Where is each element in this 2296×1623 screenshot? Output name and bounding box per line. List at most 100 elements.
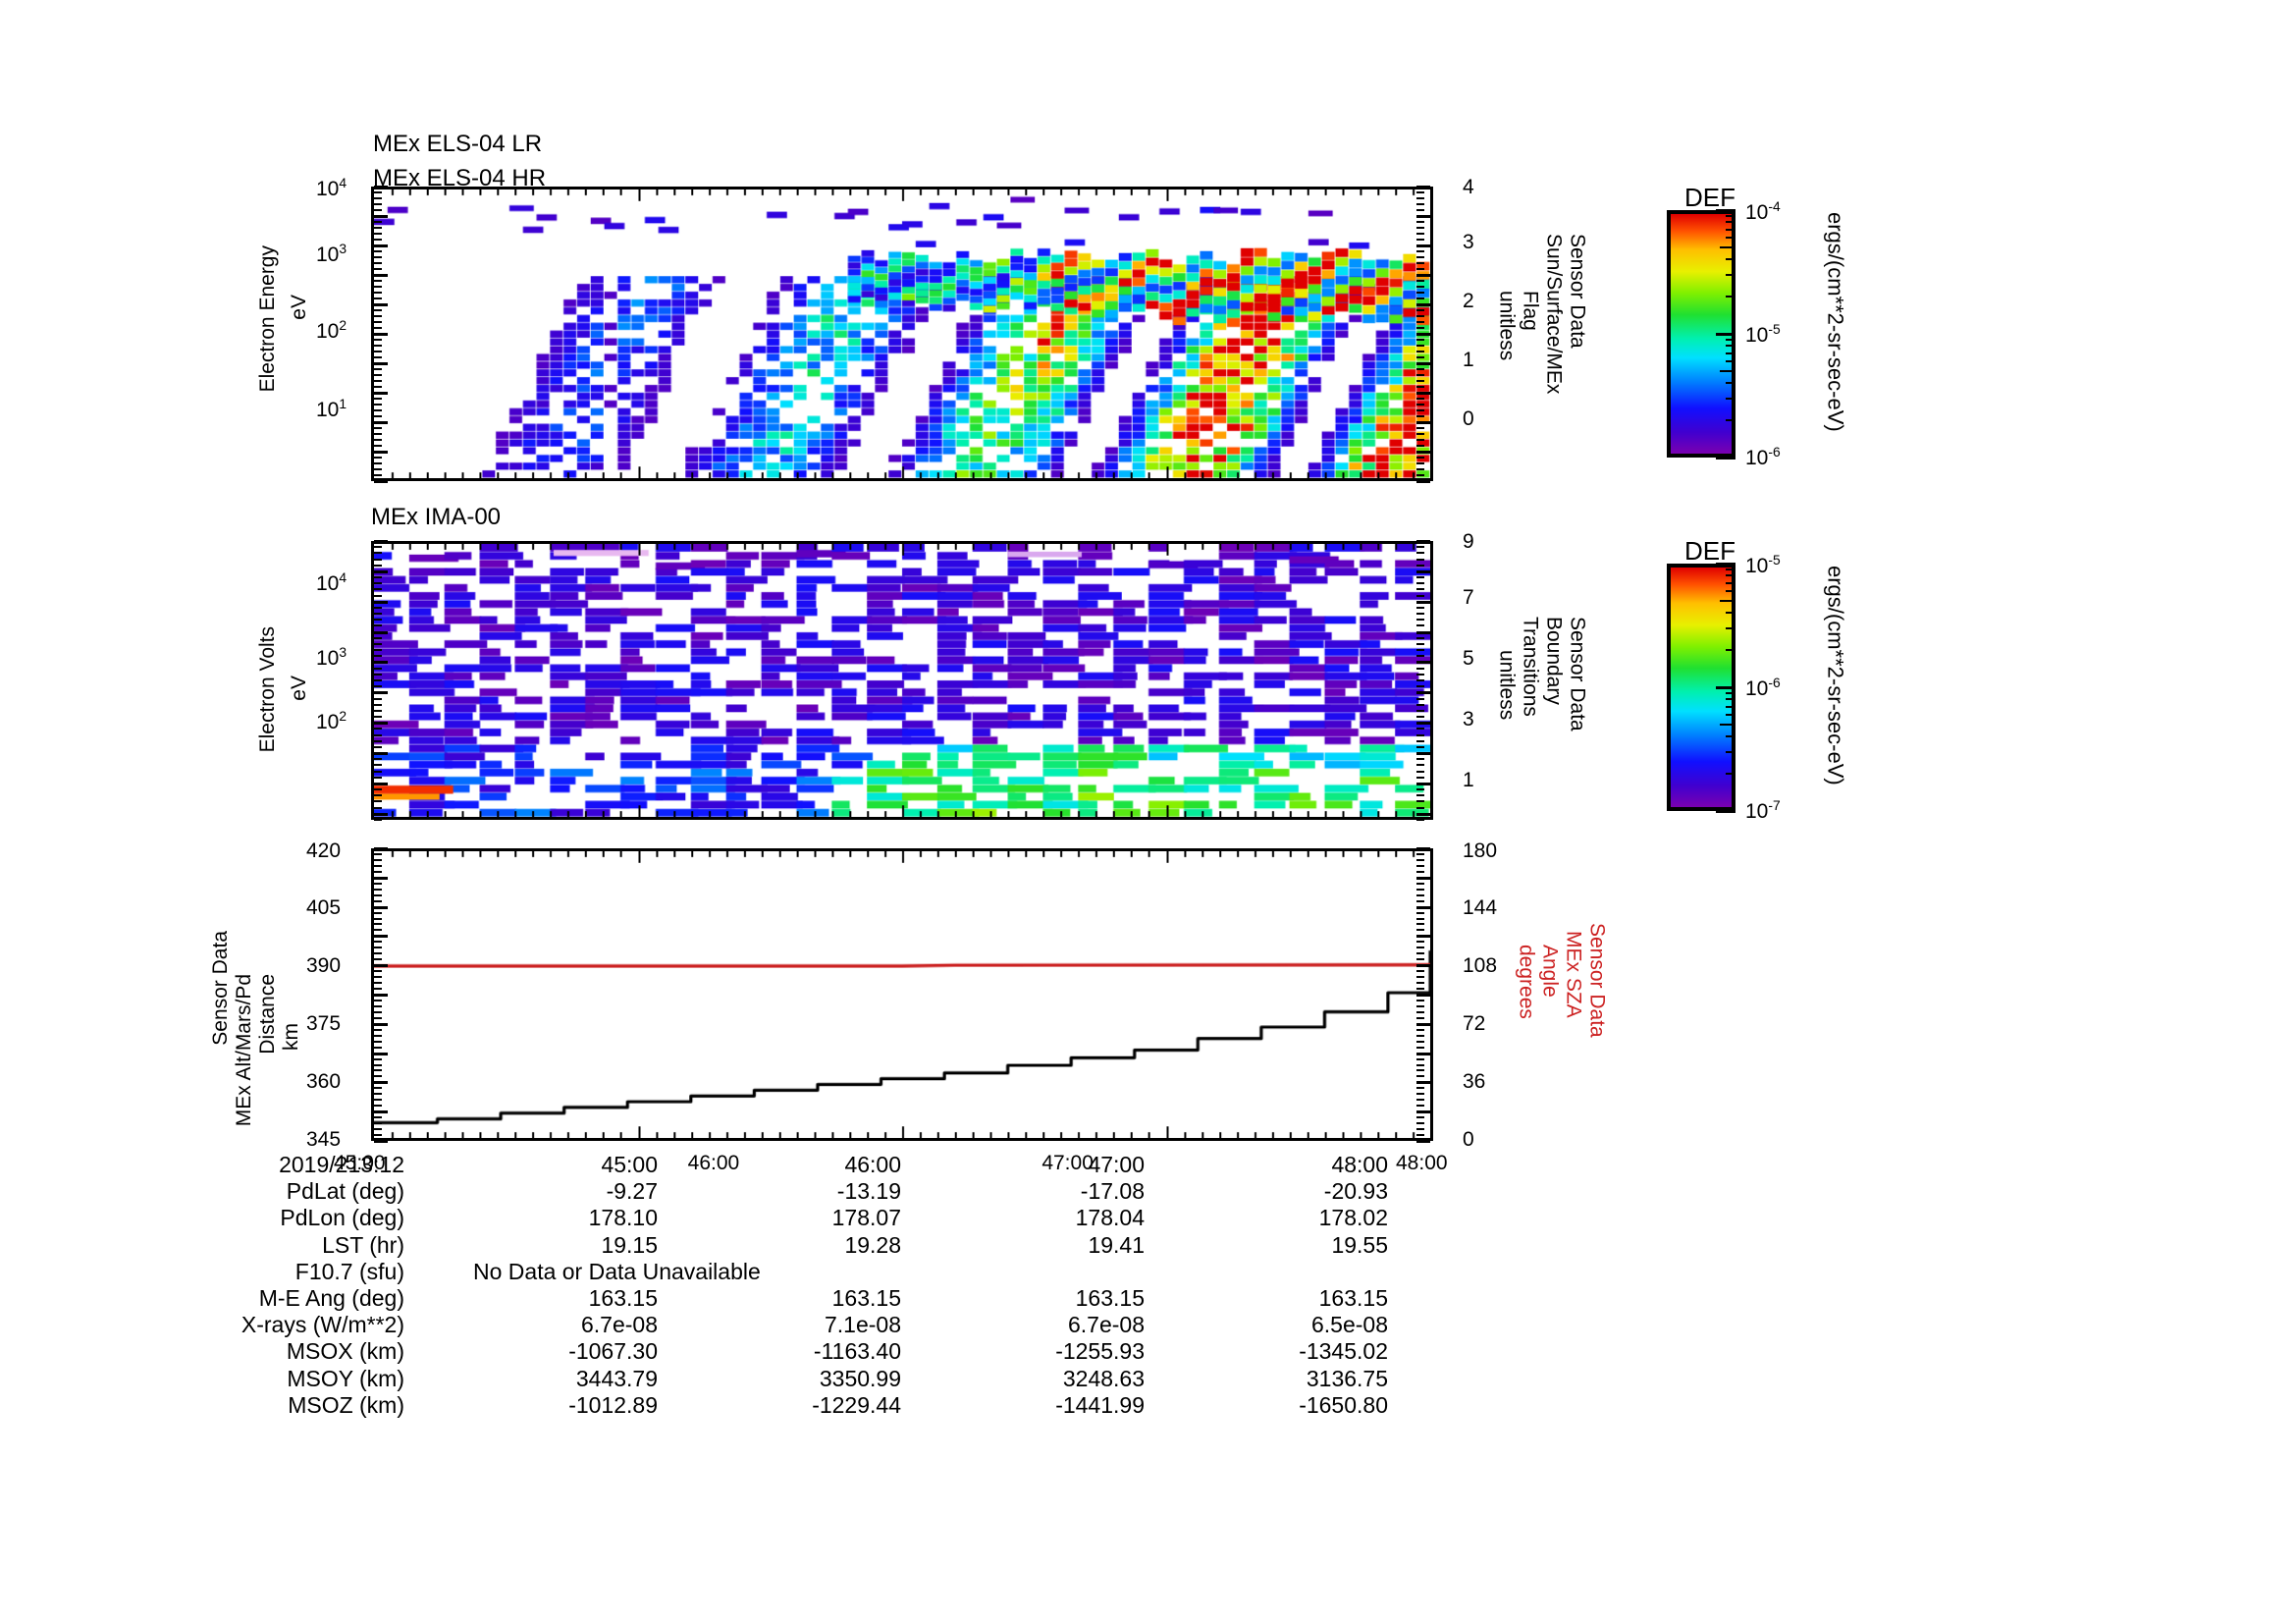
axis-tick (1416, 935, 1430, 939)
table-cell: -1255.93 (1055, 1338, 1145, 1365)
table-row-label: M-E Ang (deg) (258, 1285, 404, 1312)
axis-tick (1416, 1128, 1424, 1131)
axis-tick (1416, 221, 1424, 223)
axis-tick (374, 582, 382, 585)
table-cell: 6.7e-08 (580, 1312, 658, 1338)
panel3-rtick-144: 144 (1463, 896, 1498, 919)
axis-tick (374, 794, 382, 797)
axis-tick (374, 1063, 382, 1066)
axis-tick (374, 982, 382, 985)
table-cell: 19.28 (844, 1231, 901, 1258)
panel2-right-label-1: Sensor Data (1566, 617, 1589, 731)
axis-tick (1416, 667, 1424, 670)
panel2-ytick-3: 103 (316, 644, 347, 670)
panel1-plot (371, 187, 1433, 481)
table-cell: 3443.79 (575, 1365, 658, 1391)
axis-tick (374, 929, 382, 932)
table-cell: -1012.89 (568, 1391, 658, 1418)
colorbar-2-top-label: 10-5 (1745, 552, 1781, 577)
axis-tick (1416, 339, 1424, 341)
table-cell: 163.15 (1318, 1285, 1388, 1312)
axis-tick (1416, 624, 1424, 627)
axis-tick (374, 1081, 388, 1085)
axis-tick (1416, 327, 1424, 329)
panel1-rtick-4: 4 (1463, 176, 1474, 198)
axis-tick (1416, 191, 1424, 193)
panel1-right-label-4: unitless (1495, 291, 1519, 361)
panel3-ltick-345: 345 (306, 1128, 342, 1151)
table-cell: 3136.75 (1306, 1365, 1388, 1391)
axis-tick (1416, 262, 1424, 264)
axis-tick (374, 221, 382, 223)
axis-tick (374, 964, 388, 968)
panel1-right-label-2: Sun/Surface/MEx (1542, 234, 1566, 395)
table-cell: 178.07 (831, 1205, 901, 1231)
panel1-ytick-1: 101 (316, 396, 347, 421)
axis-tick (1416, 642, 1424, 645)
table-row: MSOZ (km) -1012.89 -1229.44 -1441.99 -1650.8… (183, 1392, 1388, 1419)
panel2-ytick-4: 104 (316, 569, 347, 595)
axis-tick (374, 1075, 382, 1078)
axis-tick (374, 917, 382, 920)
axis-tick (374, 386, 382, 388)
table-cell: -1650.80 (1299, 1391, 1388, 1418)
axis-tick (1416, 929, 1424, 932)
axis-tick (374, 911, 382, 914)
axis-tick (374, 558, 382, 561)
table-cell: 47:00 (1088, 1152, 1145, 1177)
axis-tick (1416, 1075, 1424, 1078)
axis-tick (374, 262, 382, 264)
panel3-rtick-72: 72 (1463, 1012, 1486, 1035)
panel3-right-label-1: Sensor Data (1585, 923, 1609, 1038)
axis-tick (1416, 1010, 1424, 1013)
axis-tick (374, 788, 382, 791)
table-cell: 163.15 (588, 1285, 658, 1312)
axis-tick (1416, 203, 1424, 205)
axis-tick (1416, 606, 1424, 609)
axis-tick (1416, 876, 1430, 880)
axis-tick (374, 988, 382, 991)
axis-tick (374, 392, 388, 395)
axis-tick (1416, 923, 1424, 926)
axis-tick (1416, 209, 1424, 211)
axis-tick (1416, 233, 1424, 235)
axis-tick (374, 315, 382, 317)
axis-tick (1416, 788, 1424, 791)
axis-tick (374, 268, 382, 270)
axis-tick (374, 697, 382, 700)
axis-tick (374, 191, 382, 193)
ephemeris-table: 2019/213:12 45:00 46:00 47:00 48:00 PdLat (de… (183, 1152, 1388, 1419)
axis-tick (1416, 345, 1424, 347)
table-cell: 3350.99 (819, 1365, 901, 1391)
table-cell: -1067.30 (568, 1338, 658, 1365)
axis-tick (374, 716, 382, 719)
axis-tick (374, 893, 382, 896)
axis-tick (374, 468, 382, 470)
table-row: PdLon (deg) 178.10 178.07 178.04 178.02 (183, 1205, 1388, 1231)
axis-tick (374, 1099, 382, 1102)
axis-tick (374, 709, 382, 712)
axis-tick (1416, 186, 1430, 189)
axis-tick (1416, 1099, 1424, 1102)
table-row-label: PdLon (deg) (280, 1205, 404, 1231)
axis-tick (1416, 636, 1424, 639)
axis-tick (374, 292, 382, 294)
axis-tick (1416, 917, 1424, 920)
axis-tick (374, 1028, 382, 1031)
axis-tick (1416, 356, 1424, 358)
axis-tick (374, 427, 382, 429)
axis-tick (1416, 733, 1424, 736)
axis-tick (1416, 386, 1424, 388)
panel3-rtick-36: 36 (1463, 1070, 1486, 1093)
axis-tick (1416, 800, 1424, 803)
axis-tick (374, 852, 382, 855)
axis-tick (374, 661, 388, 665)
axis-tick (1416, 374, 1424, 376)
axis-tick (374, 333, 388, 336)
axis-tick (374, 552, 382, 555)
axis-tick (374, 439, 382, 441)
table-row-label: MSOX (km) (286, 1338, 404, 1365)
table-cell: 19.41 (1088, 1231, 1145, 1258)
axis-tick (374, 433, 382, 435)
axis-tick (1416, 368, 1424, 370)
